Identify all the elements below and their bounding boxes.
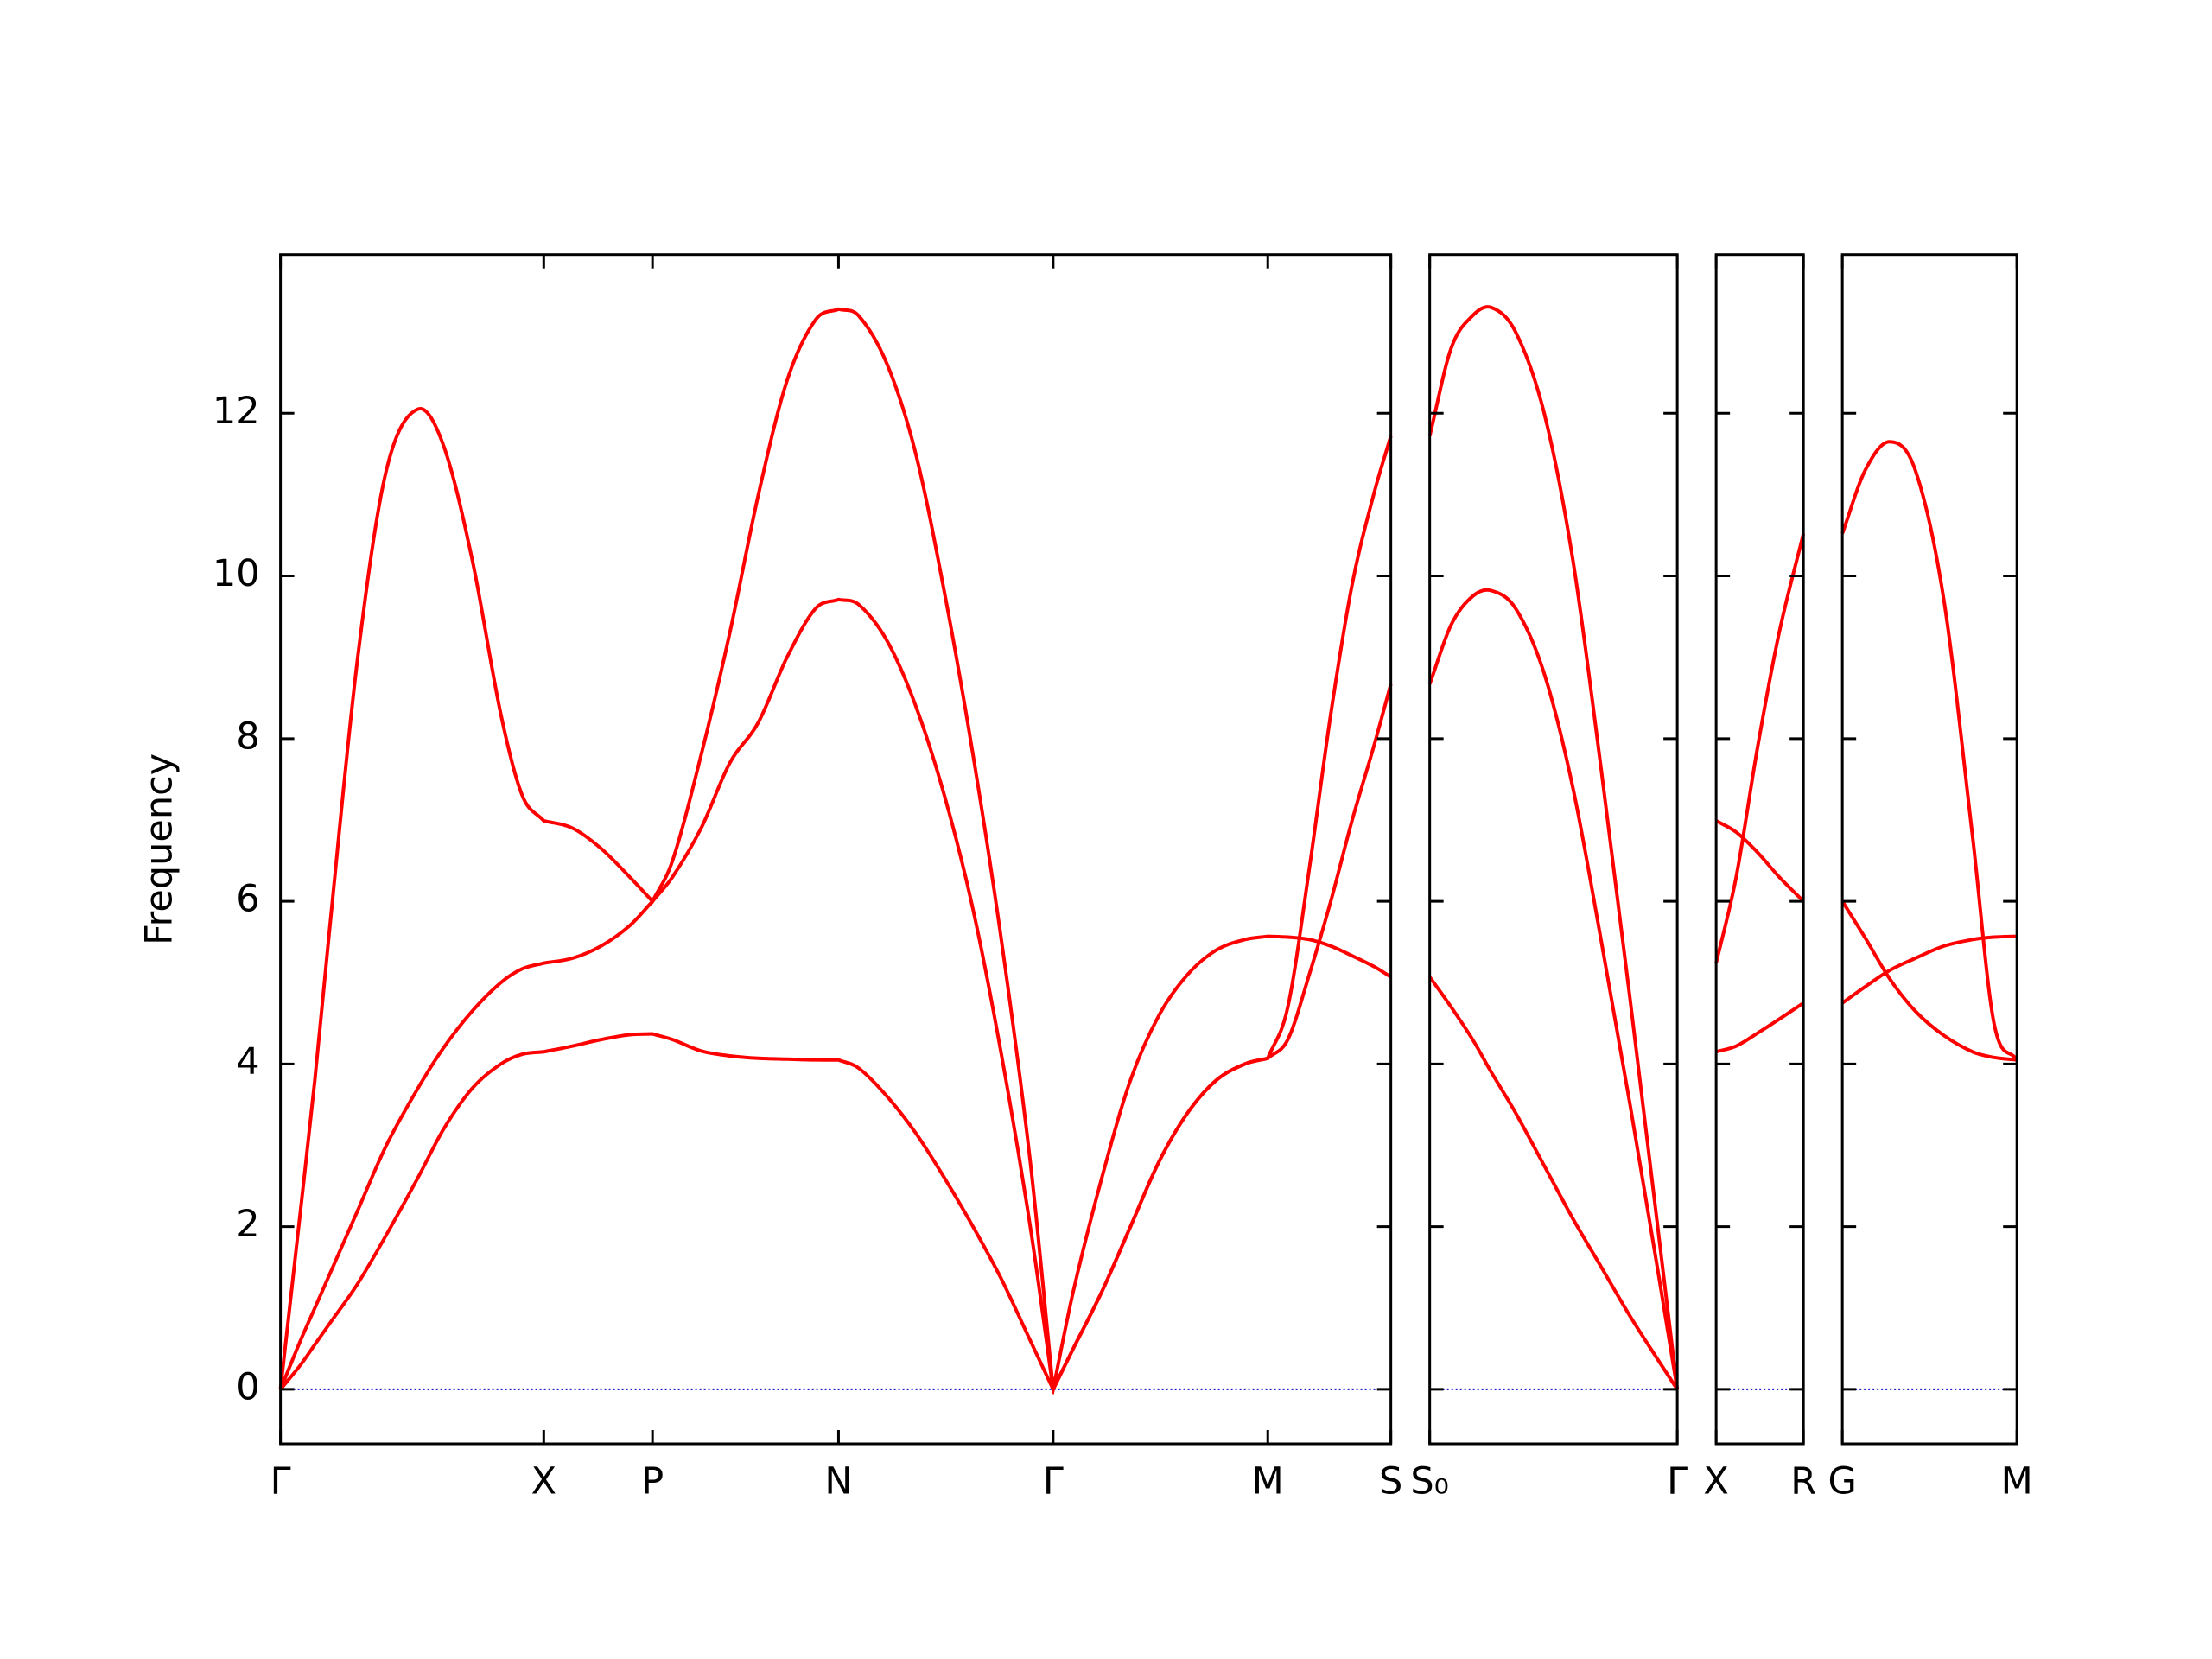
band-line <box>1715 1001 1805 1054</box>
panel-frame <box>279 253 1393 1446</box>
band-line <box>1428 976 1679 1391</box>
band-line <box>1840 900 2018 1062</box>
x-tick-label: Γ <box>1667 1460 1688 1503</box>
band-line <box>1840 440 2018 1061</box>
x-tick-label: X <box>1703 1460 1728 1503</box>
band-line <box>1714 533 1806 964</box>
band-line <box>279 934 1392 1395</box>
x-tick-label: R <box>1790 1460 1816 1503</box>
y-tick-label: 0 <box>236 1365 259 1408</box>
y-tick-label: 8 <box>236 715 259 758</box>
y-tick-label: 12 <box>213 390 260 433</box>
y-tick-label: 2 <box>236 1203 259 1246</box>
band-line <box>278 597 1393 1395</box>
x-tick-label: S₀ <box>1410 1460 1449 1503</box>
y-tick-label: 10 <box>213 552 260 595</box>
x-tick-label: G <box>1827 1460 1856 1503</box>
x-tick-label: X <box>531 1460 556 1503</box>
band-line <box>1427 588 1680 1390</box>
x-tick-label: M <box>1252 1460 1284 1503</box>
y-tick-label: 6 <box>236 878 259 921</box>
band-line <box>1841 934 2018 1005</box>
x-tick-label: Γ <box>270 1460 291 1503</box>
panel-frame <box>1840 253 2018 1446</box>
y-tick-label: 4 <box>236 1040 259 1084</box>
y-axis-label: Frequency <box>138 753 181 945</box>
panel-frame <box>1714 253 1805 1446</box>
band-line <box>278 307 1393 1396</box>
x-tick-label: S <box>1379 1460 1402 1503</box>
x-tick-label: Γ <box>1043 1460 1064 1503</box>
band-line <box>1715 819 1805 903</box>
x-tick-label: N <box>824 1460 852 1503</box>
band-line <box>1427 305 1680 1390</box>
x-tick-label: P <box>641 1460 664 1503</box>
x-tick-label: M <box>2001 1460 2033 1503</box>
panel-frame <box>1428 253 1679 1446</box>
